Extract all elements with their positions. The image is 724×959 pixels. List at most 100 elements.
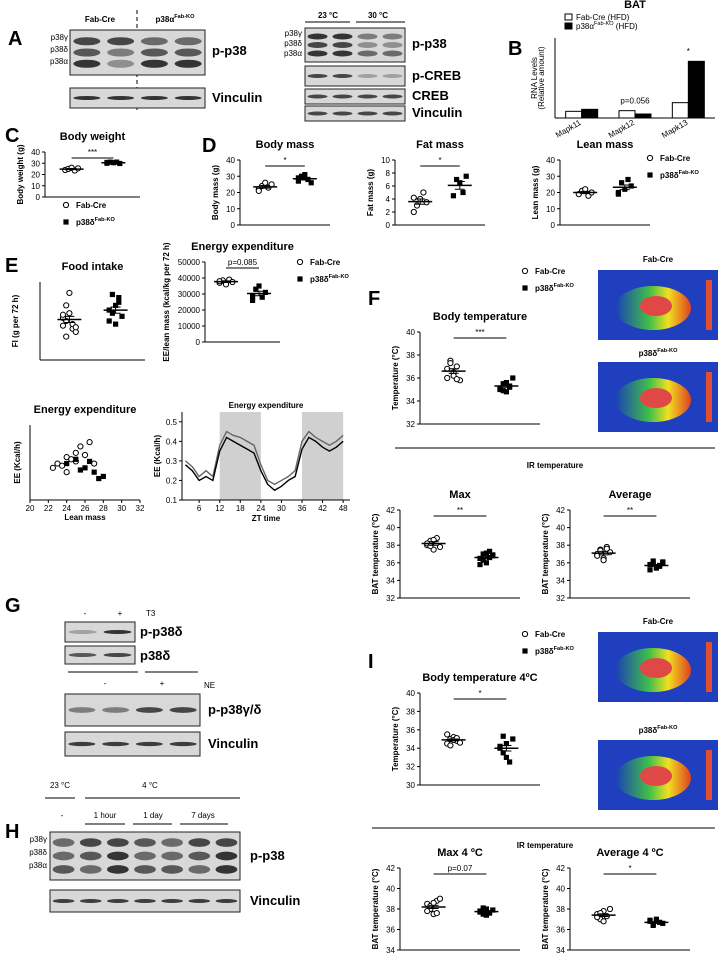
point bbox=[72, 449, 79, 456]
point bbox=[480, 557, 486, 563]
point bbox=[86, 458, 93, 465]
y-tick-label: 42 bbox=[556, 506, 565, 515]
y-tick-label: 40000 bbox=[178, 274, 201, 283]
y-tick-label: 36 bbox=[556, 926, 565, 935]
point bbox=[117, 160, 123, 167]
sig-label: * bbox=[628, 864, 631, 873]
point bbox=[606, 905, 614, 913]
point bbox=[62, 201, 70, 209]
blot-band bbox=[357, 41, 378, 49]
legend-label: Fab-Cre bbox=[310, 258, 341, 267]
y-tick-label: 32 bbox=[406, 420, 415, 429]
blot-band bbox=[68, 653, 97, 657]
blot-band bbox=[332, 74, 353, 78]
point bbox=[96, 475, 102, 482]
point bbox=[503, 389, 509, 395]
point bbox=[447, 359, 454, 367]
blot-band bbox=[52, 865, 75, 874]
y-tick-label: 38 bbox=[556, 541, 565, 550]
y-tick-label: 34 bbox=[386, 576, 395, 585]
blot-band bbox=[357, 94, 378, 99]
point bbox=[410, 208, 417, 216]
legend-label: p38δFab-KO bbox=[310, 274, 349, 284]
point bbox=[420, 189, 427, 196]
y-tick-label: 40 bbox=[556, 524, 565, 533]
point bbox=[660, 920, 666, 926]
bar bbox=[581, 108, 599, 119]
thermal-scale bbox=[706, 750, 712, 800]
y-tick-label: 50000 bbox=[178, 258, 201, 267]
y-tick-label: 36 bbox=[406, 726, 415, 735]
blot-band bbox=[79, 865, 102, 874]
point bbox=[119, 313, 125, 319]
axis-label: RNA Levels bbox=[530, 57, 539, 99]
y-tick-label: 36 bbox=[556, 559, 565, 568]
row-label: p38δ bbox=[140, 648, 170, 663]
panel-letter: E bbox=[5, 255, 18, 277]
axis-label: BAT temperature (°C) bbox=[541, 513, 550, 594]
panel-letter: I bbox=[368, 651, 374, 673]
y-tick-label: 40 bbox=[386, 524, 395, 533]
blot-group-base: p38α bbox=[156, 15, 175, 24]
blot-band bbox=[307, 74, 328, 78]
error-bar bbox=[501, 384, 512, 388]
point bbox=[295, 178, 301, 184]
point bbox=[650, 558, 656, 564]
blot-band bbox=[140, 96, 168, 100]
error-bar bbox=[651, 921, 662, 924]
axis-label: EE/lean mass (kcal/kg per 72 h) bbox=[162, 242, 171, 362]
y-tick-label: 38 bbox=[406, 707, 415, 716]
lane-label: 7 days bbox=[191, 811, 215, 820]
y-tick-label: 32 bbox=[406, 763, 415, 772]
point bbox=[433, 910, 440, 917]
blot-band bbox=[332, 33, 353, 40]
error-bar bbox=[598, 913, 609, 917]
point bbox=[480, 911, 486, 917]
point bbox=[500, 750, 506, 756]
plot-title: Max 4 ºC bbox=[437, 847, 483, 859]
plot-title: Average bbox=[608, 489, 651, 501]
point bbox=[49, 464, 57, 471]
axis-label: BAT temperature (°C) bbox=[541, 868, 550, 949]
blot bbox=[304, 105, 406, 122]
blot-band bbox=[357, 111, 378, 116]
x-tick-label: 12 bbox=[215, 504, 224, 513]
point bbox=[297, 276, 303, 282]
point bbox=[497, 385, 503, 391]
y-tick-label: 10 bbox=[546, 205, 555, 214]
point bbox=[615, 191, 621, 197]
point bbox=[299, 173, 305, 179]
blot-band bbox=[73, 48, 101, 57]
point bbox=[521, 630, 529, 638]
point bbox=[82, 465, 88, 471]
y-tick-label: 0.4 bbox=[166, 437, 178, 446]
bar bbox=[671, 102, 689, 119]
blot-band bbox=[107, 48, 135, 57]
point bbox=[650, 561, 656, 567]
x-tick-label: 26 bbox=[81, 504, 90, 513]
blot-band bbox=[215, 851, 238, 861]
y-tick-label: 40 bbox=[406, 689, 415, 698]
blot-band bbox=[73, 37, 101, 46]
legend-label: Fab-Cre bbox=[660, 154, 691, 163]
y-tick-label: 38 bbox=[406, 351, 415, 360]
error-bar bbox=[651, 564, 662, 567]
x-tick-label: Mapk13 bbox=[660, 118, 690, 140]
isoform-label: p38δ bbox=[50, 45, 68, 54]
legend-label-sup: Fab-KO bbox=[554, 646, 575, 652]
point bbox=[63, 302, 70, 309]
blot-band bbox=[73, 96, 101, 100]
point bbox=[650, 922, 656, 928]
error-bar bbox=[428, 541, 439, 546]
point bbox=[59, 311, 67, 318]
point bbox=[444, 731, 451, 738]
blot-group: p38αFab-KO bbox=[156, 14, 196, 24]
treatment-label: T3 bbox=[146, 609, 156, 618]
panel-letter: C bbox=[5, 125, 19, 147]
point bbox=[594, 552, 601, 559]
axis-label: Body weight (g) bbox=[16, 144, 25, 204]
x-tick-label: 28 bbox=[99, 504, 108, 513]
lane-label: + bbox=[118, 609, 123, 618]
axis-label: Body mass (g) bbox=[211, 165, 220, 220]
legend-label: Fab-Cre (HFD) bbox=[576, 13, 630, 22]
